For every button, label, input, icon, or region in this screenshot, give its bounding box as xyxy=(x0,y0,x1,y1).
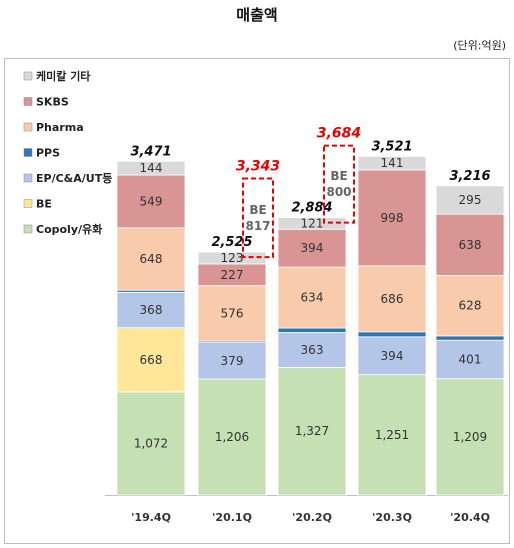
bar-segment-PPS xyxy=(435,335,505,341)
segment-label: 121 xyxy=(301,216,324,230)
bar-segment-케미칼 기타 xyxy=(116,160,186,176)
x-tick-label: '19.4Q xyxy=(131,511,171,524)
legend-swatch xyxy=(23,148,33,157)
segment-label: 1,206 xyxy=(215,430,249,444)
segment-label: 1,072 xyxy=(134,436,168,450)
segment-label: 1,209 xyxy=(453,430,487,444)
legend-label: Copoly/유화 xyxy=(36,222,102,236)
bar-segment-케미칼 기타 xyxy=(435,185,505,215)
bar-segment-SKBS xyxy=(116,174,186,229)
bar-segment-Pharma xyxy=(357,265,427,333)
segment-label: 648 xyxy=(140,252,163,266)
segment-label: 401 xyxy=(459,352,482,366)
bar-segment-EP/C&A/UT등 xyxy=(116,291,186,329)
segment-label: 549 xyxy=(140,194,163,208)
total-label: 3,216 xyxy=(449,169,490,184)
segment-label: 368 xyxy=(140,303,163,317)
bar-segment-SKBS xyxy=(357,169,427,267)
bar-segment-SKBS xyxy=(277,228,347,268)
segment-label: 638 xyxy=(459,238,482,252)
x-tick-label: '20.1Q xyxy=(212,511,252,524)
total-label: 3,521 xyxy=(371,139,412,154)
be-annotation-total: 3,684 xyxy=(317,126,361,142)
segment-label: 144 xyxy=(140,161,163,175)
segment-label: 394 xyxy=(381,349,404,363)
bar-segment-Copoly/유화 xyxy=(197,378,267,496)
segment-label: 394 xyxy=(301,241,324,255)
segment-label: 628 xyxy=(459,299,482,313)
segment-label: 634 xyxy=(301,291,324,305)
bar-segment-SKBS xyxy=(435,213,505,276)
segment-label: 1,327 xyxy=(295,424,329,438)
legend-label: PPS xyxy=(36,147,60,160)
chart-frame xyxy=(4,58,510,544)
bar-segment-EP/C&A/UT등 xyxy=(435,339,505,380)
legend-label: 케미칼 기타 xyxy=(36,69,91,83)
segment-label: 379 xyxy=(221,354,244,368)
be-annotation-box xyxy=(323,144,355,224)
legend-label: BE xyxy=(36,198,52,211)
x-tick-label: '20.3Q xyxy=(372,511,412,524)
segment-label: 363 xyxy=(301,343,324,357)
bar-segment-Copoly/유화 xyxy=(357,374,427,496)
bar-segment-Pharma xyxy=(116,227,186,291)
bar-segment-Copoly/유화 xyxy=(116,391,186,496)
legend-label: EP/C&A/UT등 xyxy=(36,172,112,185)
legend-label: Pharma xyxy=(36,121,84,134)
x-tick-label: '20.2Q xyxy=(292,511,332,524)
be-annotation-total: 3,343 xyxy=(236,159,280,175)
be-annotation-box xyxy=(242,177,274,259)
bar-segment-Pharma xyxy=(197,285,267,342)
chart-title: 매출액 xyxy=(236,6,278,24)
bar-segment-EP/C&A/UT등 xyxy=(197,342,267,380)
segment-label: 1,251 xyxy=(375,428,409,442)
bar-segment-EP/C&A/UT등 xyxy=(277,332,347,368)
x-tick-label: '20.4Q xyxy=(450,511,490,524)
bar-segment-PPS xyxy=(357,331,427,338)
segment-label: 295 xyxy=(459,193,482,207)
segment-label: 668 xyxy=(140,353,163,367)
legend-swatch xyxy=(23,122,33,132)
segment-label: 123 xyxy=(221,251,244,265)
legend-swatch xyxy=(23,199,33,208)
bar-segment-PPS xyxy=(277,327,347,333)
legend-swatch xyxy=(23,224,33,234)
segment-label: 227 xyxy=(221,268,244,282)
bar-segment-Copoly/유화 xyxy=(277,367,347,496)
total-label: 2,884 xyxy=(291,201,332,216)
be-annotation-value: 800 xyxy=(326,185,351,199)
legend-label: SKBS xyxy=(36,96,69,109)
total-label: 3,471 xyxy=(130,144,171,159)
be-annotation-label: BE xyxy=(249,203,266,217)
segment-label: 576 xyxy=(221,306,244,320)
be-annotation-value: 817 xyxy=(245,219,270,233)
bar-segment-Pharma xyxy=(435,275,505,337)
segment-label: 141 xyxy=(381,156,404,170)
segment-label: 686 xyxy=(381,292,404,306)
bar-segment-Pharma xyxy=(277,266,347,329)
bar-segment-Copoly/유화 xyxy=(435,378,505,496)
legend-swatch xyxy=(23,97,33,106)
bar-segment-케미칼 기타 xyxy=(357,155,427,171)
legend-swatch xyxy=(23,71,33,81)
legend-swatch xyxy=(23,173,33,183)
total-label: 2,525 xyxy=(211,235,252,250)
segment-label: 998 xyxy=(381,211,404,225)
be-annotation-label: BE xyxy=(330,169,347,183)
unit-label: (단위:억원) xyxy=(453,39,506,52)
